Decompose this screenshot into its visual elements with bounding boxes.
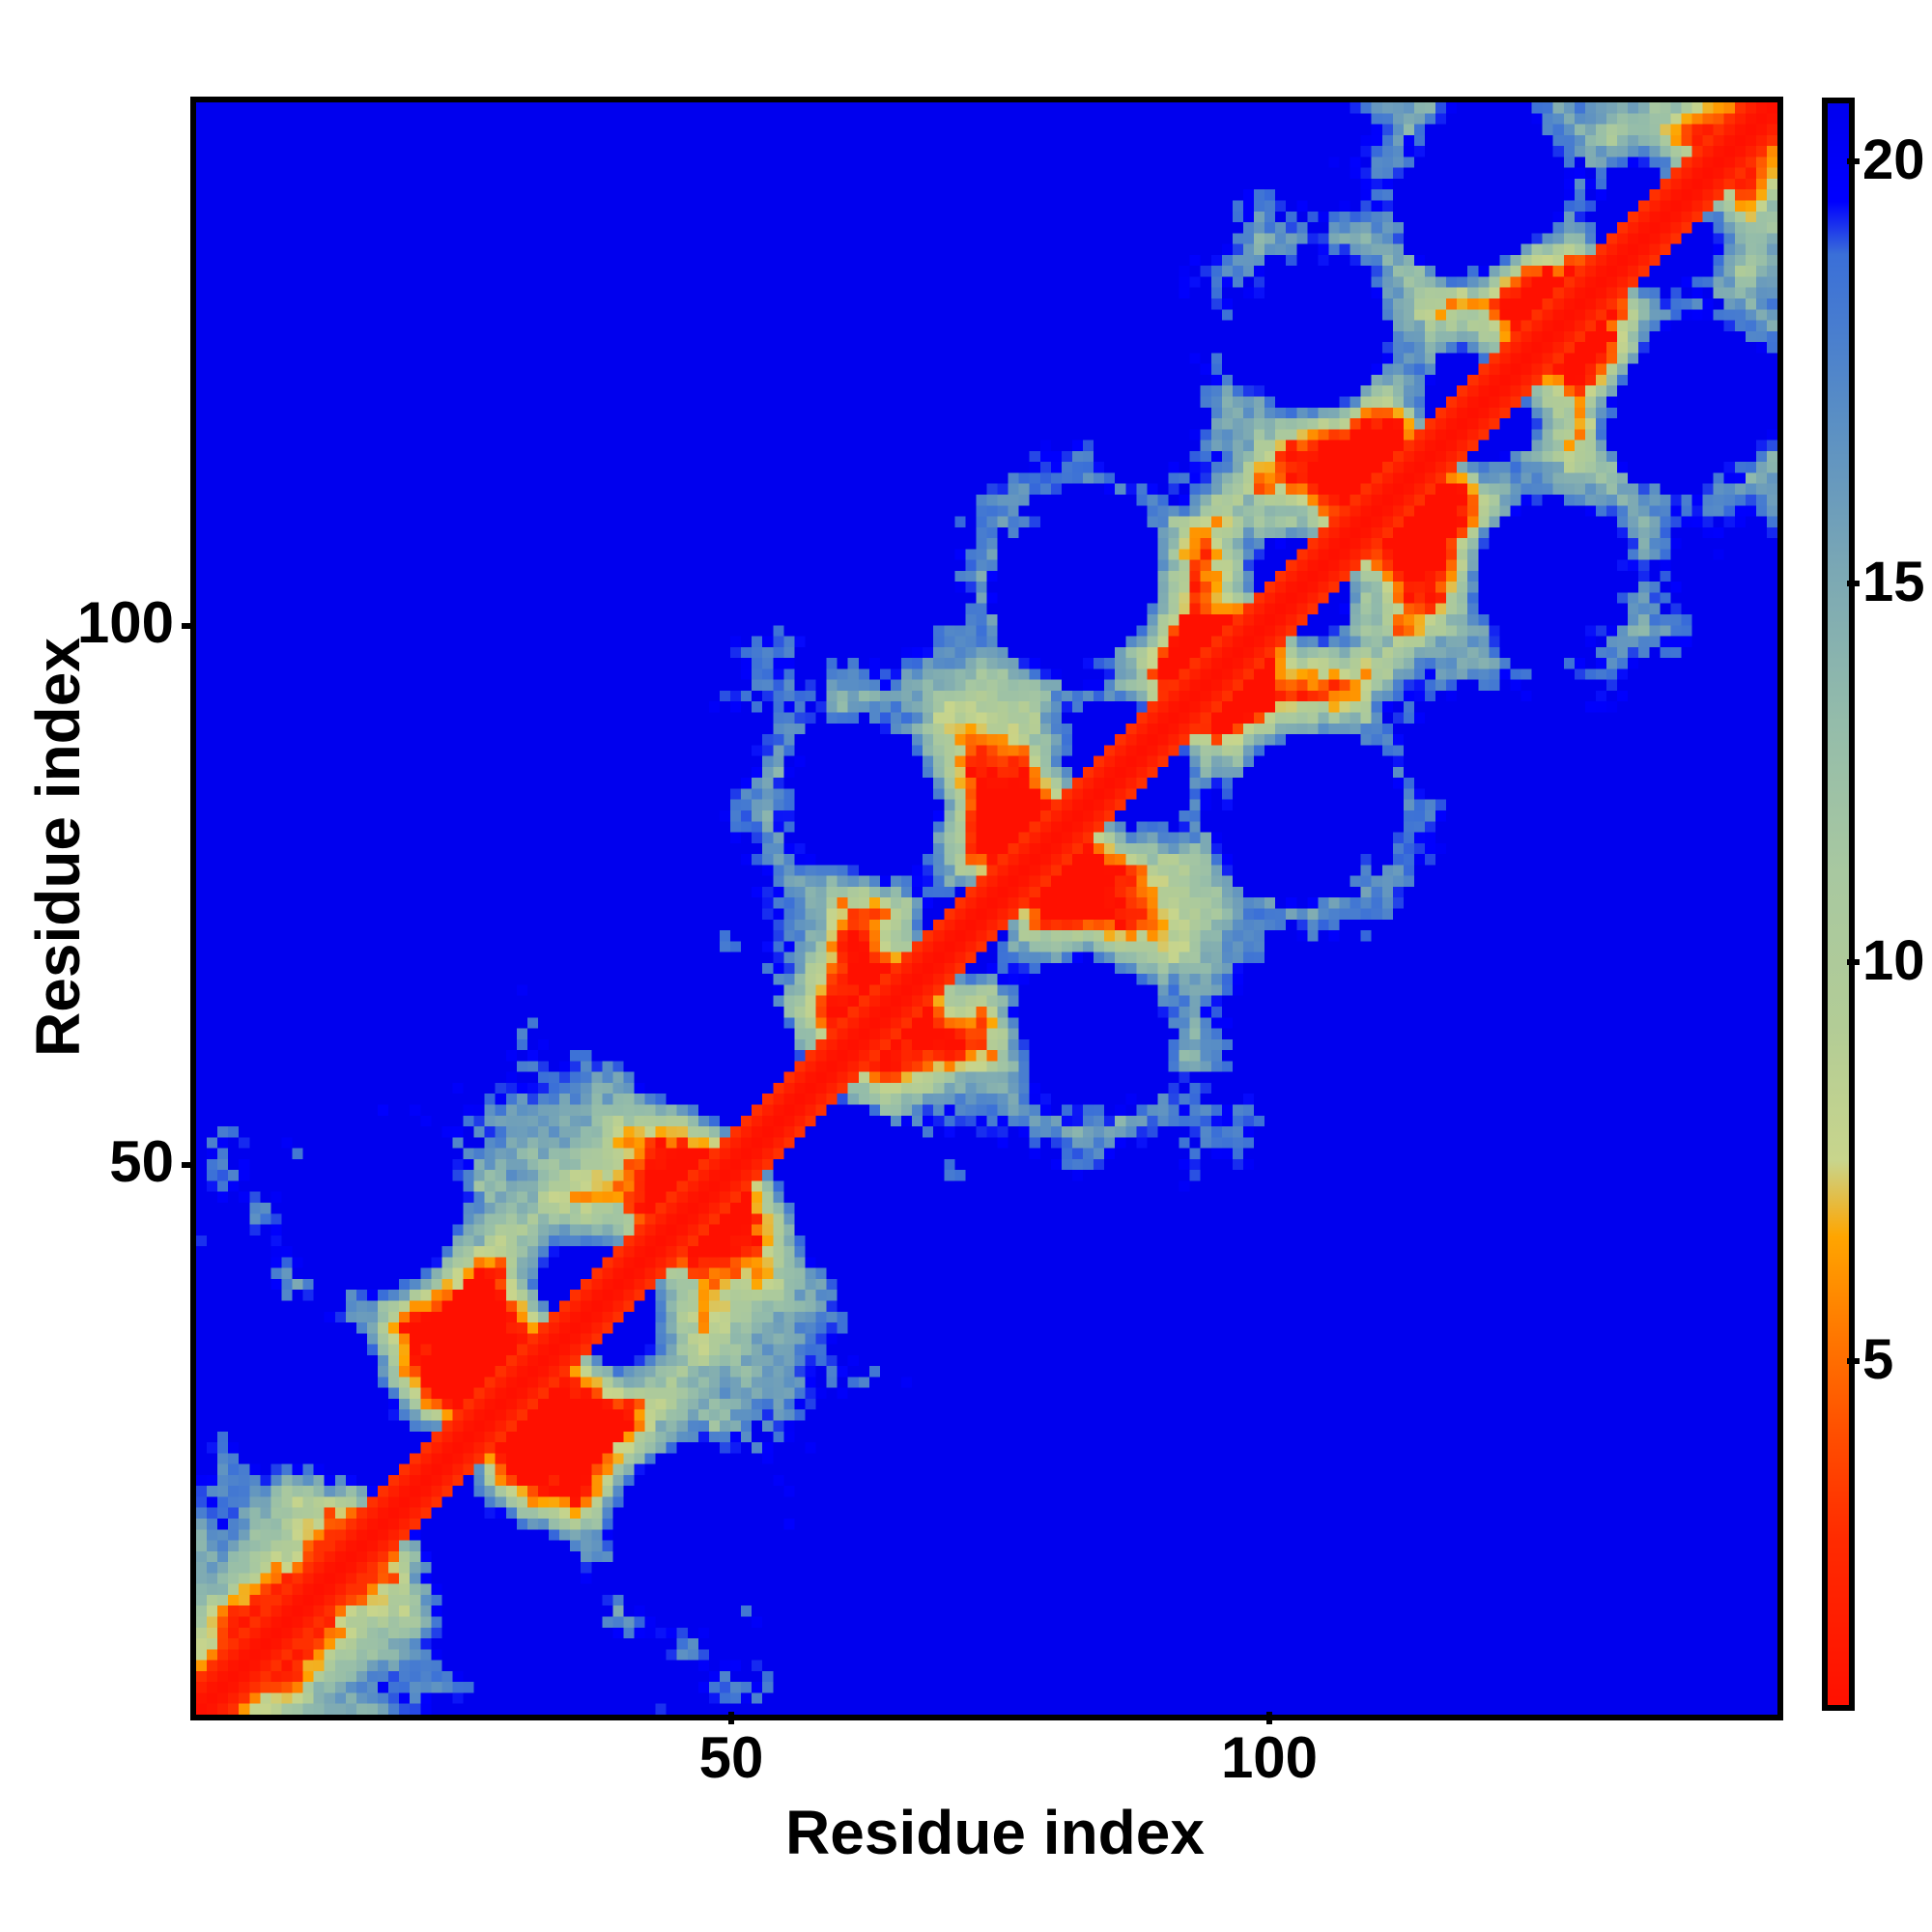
x-axis-tick-label-100: 100 xyxy=(1220,1725,1319,1790)
y-axis-tick-50 xyxy=(182,1162,194,1168)
colorbar-tick-label-20: 20 xyxy=(1862,128,1925,191)
y-axis-tick-100 xyxy=(182,623,194,629)
colorbar-tick-15 xyxy=(1847,581,1860,586)
colorbar-tick-label-5: 5 xyxy=(1862,1328,1894,1391)
x-axis-tick-100 xyxy=(1266,1712,1272,1724)
y-axis-tick-label-100: 100 xyxy=(76,590,174,655)
x-axis-tick-50 xyxy=(728,1712,734,1724)
colorbar-tick-20 xyxy=(1847,158,1860,164)
y-axis-tick-label-50: 50 xyxy=(109,1129,174,1194)
residue-distance-heatmap xyxy=(196,102,1777,1715)
colorbar xyxy=(1822,98,1855,1711)
colorbar-tick-label-15: 15 xyxy=(1862,551,1925,613)
y-axis-title: Residue index xyxy=(23,638,93,1057)
colorbar-gradient xyxy=(1828,103,1849,1705)
x-axis-tick-label-50: 50 xyxy=(698,1725,764,1790)
colorbar-tick-label-10: 10 xyxy=(1862,929,1925,992)
x-axis-title: Residue index xyxy=(785,1798,1205,1867)
heatmap-plot-area xyxy=(190,97,1783,1720)
colorbar-tick-10 xyxy=(1847,959,1860,965)
colorbar-tick-5 xyxy=(1847,1358,1860,1364)
